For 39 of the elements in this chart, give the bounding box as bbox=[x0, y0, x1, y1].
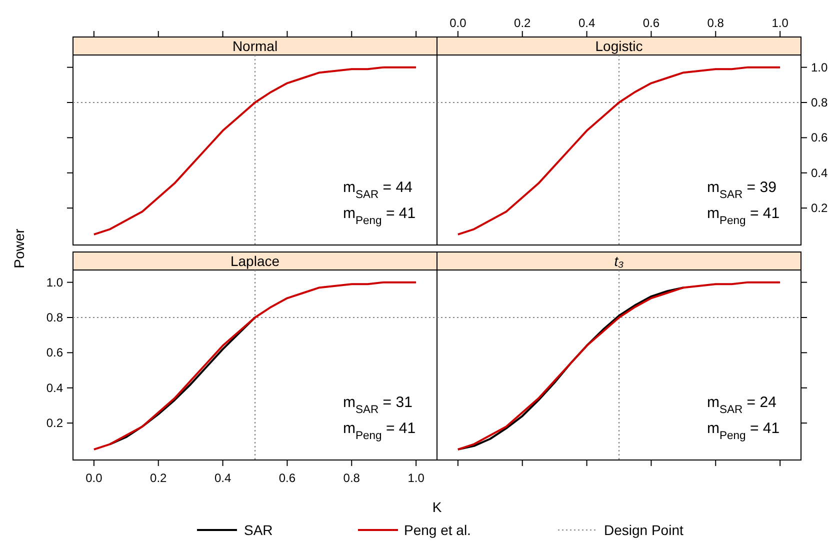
y-axis-title: Power bbox=[11, 228, 27, 268]
x-tick-label: 0.4 bbox=[214, 471, 232, 485]
y-tick-label: 0.8 bbox=[46, 310, 64, 324]
x-tick-label: 0.0 bbox=[86, 471, 103, 485]
y-tick-label: 0.8 bbox=[811, 96, 828, 110]
legend-label: SAR bbox=[244, 522, 273, 538]
x-tick-label: 0.0 bbox=[450, 16, 467, 30]
x-tick-label: 0.2 bbox=[150, 471, 168, 485]
x-tick-label: 0.2 bbox=[514, 16, 532, 30]
x-tick-label: 1.0 bbox=[772, 16, 789, 30]
x-tick-label: 0.6 bbox=[642, 16, 660, 30]
y-tick-label: 0.4 bbox=[811, 166, 828, 180]
x-tick-label: 1.0 bbox=[408, 471, 425, 485]
x-tick-label: 0.8 bbox=[343, 471, 360, 485]
x-tick-label: 0.4 bbox=[578, 16, 596, 30]
annotation: m$_{Peng}$ = 41 bbox=[343, 420, 416, 442]
annotation: m$_{SAR}$ = 39 bbox=[707, 179, 776, 201]
annotation: m$_{SAR}$ = 24 bbox=[707, 394, 776, 416]
chart-title: Normal bbox=[232, 38, 278, 54]
y-tick-label: 0.2 bbox=[811, 201, 828, 216]
y-tick-label: 0.6 bbox=[46, 346, 64, 360]
chart-title: Logistic bbox=[595, 38, 643, 54]
legend-label: Design Point bbox=[604, 522, 684, 538]
annotation: m$_{Peng}$ = 41 bbox=[343, 205, 416, 227]
annotation: m$_{Peng}$ = 41 bbox=[707, 205, 780, 227]
y-tick-label: 1.0 bbox=[811, 60, 828, 74]
annotation: m$_{Peng}$ = 41 bbox=[707, 420, 780, 442]
chart-title: Laplace bbox=[230, 253, 280, 269]
legend-label: Peng et al. bbox=[404, 522, 471, 538]
x-axis-title: K bbox=[432, 499, 442, 515]
annotation: m$_{SAR}$ = 31 bbox=[343, 394, 412, 416]
y-tick-label: 0.4 bbox=[46, 380, 64, 395]
annotation: m$_{SAR}$ = 44 bbox=[343, 179, 412, 201]
x-tick-label: 0.8 bbox=[707, 16, 724, 30]
y-tick-label: 0.2 bbox=[46, 416, 64, 430]
y-tick-label: 0.6 bbox=[811, 130, 828, 145]
chart-title: t₃ bbox=[614, 253, 624, 269]
y-tick-label: 1.0 bbox=[46, 275, 64, 290]
x-tick-label: 0.6 bbox=[278, 471, 296, 485]
